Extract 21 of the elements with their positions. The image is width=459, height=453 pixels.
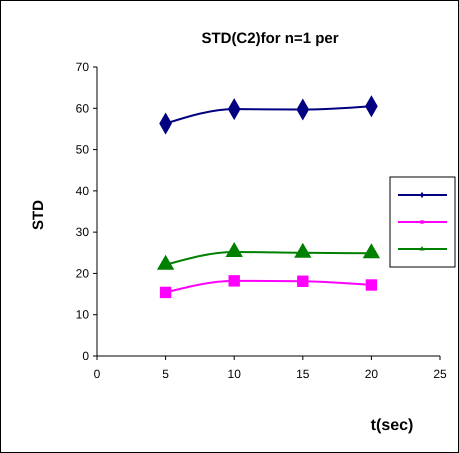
y-tick-label: 10: [76, 308, 90, 322]
x-tick-label: 15: [296, 367, 310, 381]
chart-title: STD(C2)for n=1 per: [201, 30, 339, 47]
y-tick-label: 60: [76, 101, 90, 116]
y-tick-label: 40: [76, 184, 90, 198]
y-tick-label: 30: [76, 225, 90, 240]
x-tick-label: 20: [364, 367, 378, 381]
point: [297, 276, 308, 287]
point: [366, 279, 378, 291]
point: [160, 286, 172, 298]
y-tick-label: 70: [76, 60, 90, 74]
y-tick-label: 0: [82, 349, 90, 363]
y-tick-label: 20: [76, 266, 90, 280]
x-tick-label: 25: [433, 367, 447, 381]
y-axis-title: STD: [30, 200, 47, 230]
x-axis-title: t(sec): [370, 417, 414, 434]
point: [228, 275, 240, 287]
x-tick-label: 10: [228, 367, 242, 381]
x-tick-label: 5: [162, 367, 170, 381]
x-tick-label: 0: [94, 367, 101, 381]
y-tick-label: 50: [76, 142, 90, 157]
